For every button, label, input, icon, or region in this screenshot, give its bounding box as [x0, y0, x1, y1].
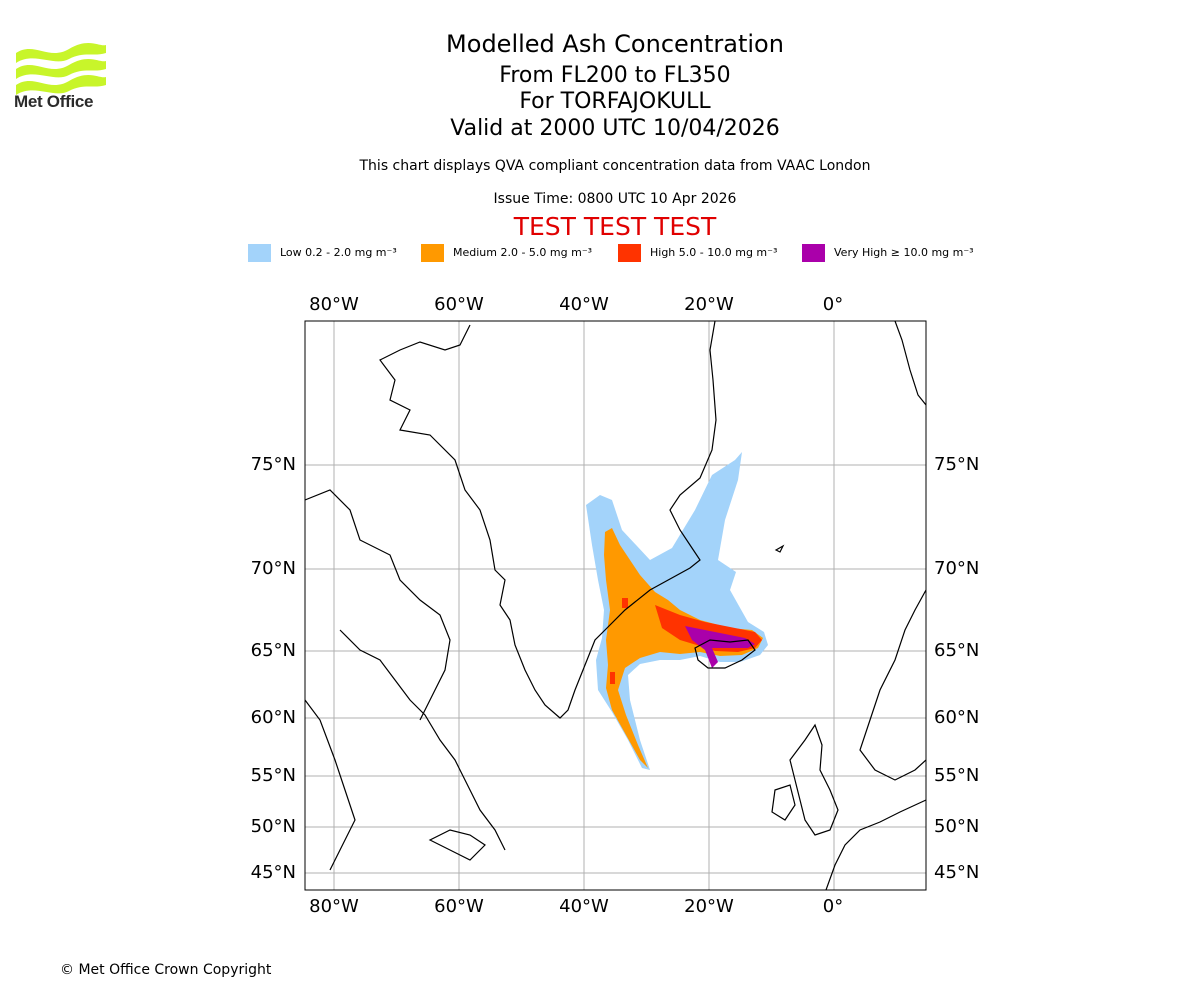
lat-label-right-75n: 75°N: [934, 454, 979, 475]
lat-label-left-70n: 70°N: [251, 558, 296, 579]
coastlines: [305, 321, 926, 890]
lat-label-right-60n: 60°N: [934, 707, 979, 728]
baffin-coast: [305, 489, 451, 721]
volcano-name: For TORFAJOKULL: [519, 89, 711, 114]
lon-label-top-80w: 80°W: [309, 294, 359, 315]
legend-label-medium: Medium 2.0 - 5.0 mg m⁻³: [453, 246, 593, 259]
lon-label-top-0: 0°: [823, 294, 843, 315]
legend-swatch-high: [618, 244, 641, 262]
lat-label-left-65n: 65°N: [251, 640, 296, 661]
lat-label-right-50n: 50°N: [934, 816, 979, 837]
greenland-coast: [379, 321, 717, 719]
lat-label-right-45n: 45°N: [934, 862, 979, 883]
flight-level-range: From FL200 to FL350: [499, 63, 731, 88]
lon-label-top-60w: 60°W: [434, 294, 484, 315]
lat-label-left-75n: 75°N: [251, 454, 296, 475]
scandinavia-coast: [859, 589, 926, 781]
lon-label-bottom-20w: 20°W: [684, 896, 734, 917]
hudson-bay-coast: [305, 699, 356, 871]
ash-very-high-region: [685, 626, 755, 668]
issue-time: Issue Time: 0800 UTC 10 Apr 2026: [493, 191, 737, 207]
legend-swatch-medium: [421, 244, 444, 262]
lon-label-top-40w: 40°W: [559, 294, 609, 315]
lon-label-bottom-80w: 80°W: [309, 896, 359, 917]
ireland-coast: [771, 784, 796, 821]
ash-high-patch-1: [622, 598, 628, 608]
lon-label-bottom-60w: 60°W: [434, 896, 484, 917]
legend: Low 0.2 - 2.0 mg m⁻³ Medium 2.0 - 5.0 mg…: [0, 244, 1200, 264]
lon-label-bottom-40w: 40°W: [559, 896, 609, 917]
met-office-logo-icon: [16, 42, 106, 95]
legend-label-high: High 5.0 - 10.0 mg m⁻³: [650, 246, 778, 259]
svalbard-coast: [894, 321, 926, 406]
chart-title: Modelled Ash Concentration: [446, 30, 784, 58]
labrador-coast: [339, 629, 506, 851]
iceland-coast: [694, 639, 756, 669]
lat-label-right-70n: 70°N: [934, 558, 979, 579]
copyright-footer: © Met Office Crown Copyright: [60, 962, 272, 978]
lat-label-right-55n: 55°N: [934, 765, 979, 786]
europe-coast: [825, 799, 926, 890]
test-banner: TEST TEST TEST: [513, 212, 717, 241]
jan-mayen-coast: [774, 544, 785, 553]
legend-label-very-high: Very High ≥ 10.0 mg m⁻³: [834, 246, 974, 259]
newfoundland-coast: [428, 829, 486, 861]
map-frame: [304, 320, 927, 891]
legend-swatch-low: [248, 244, 271, 262]
lon-label-top-20w: 20°W: [684, 294, 734, 315]
lat-label-left-45n: 45°N: [251, 862, 296, 883]
valid-time: Valid at 2000 UTC 10/04/2026: [450, 116, 780, 141]
legend-swatch-very-high: [802, 244, 825, 262]
lon-label-bottom-0: 0°: [823, 896, 843, 917]
chart-description: This chart displays QVA compliant concen…: [359, 158, 871, 174]
lat-label-left-50n: 50°N: [251, 816, 296, 837]
legend-label-low: Low 0.2 - 2.0 mg m⁻³: [280, 246, 397, 259]
ash-high-patch-2: [610, 672, 615, 684]
british-isles-coast: [789, 723, 839, 836]
logo-text: Met Office: [14, 92, 94, 111]
ash-medium-region: [604, 528, 763, 768]
lat-label-left-60n: 60°N: [251, 707, 296, 728]
lat-label-left-55n: 55°N: [251, 765, 296, 786]
lat-label-right-65n: 65°N: [934, 640, 979, 661]
